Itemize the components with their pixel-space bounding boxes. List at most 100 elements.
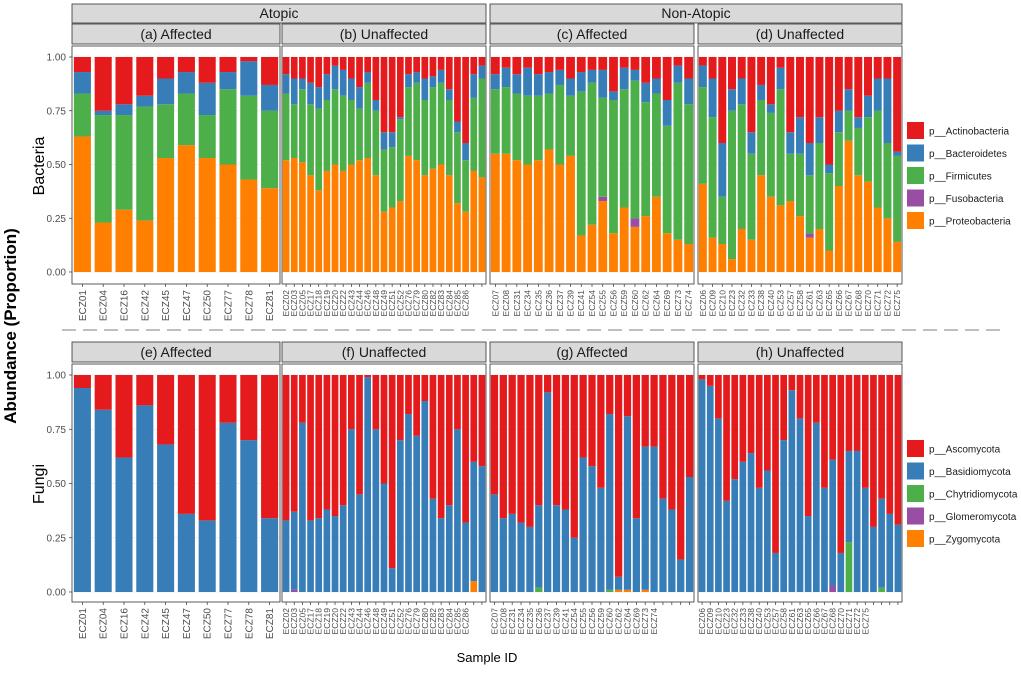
x-tick-label: ECZ55: [598, 290, 608, 317]
x-tick-label: ECZ71: [873, 290, 883, 317]
bar-segment-bacteroidetes: [873, 78, 882, 111]
bar-segment-firmicutes: [544, 93, 554, 150]
bar-segment-basidiomycota: [372, 429, 380, 592]
panel-border: [489, 45, 695, 285]
legend-fungi: p__Ascomycota p__Basidiomycota p__Chytridi…: [907, 440, 1018, 547]
bar-segment-proteobacteria: [356, 160, 363, 272]
bar-segment-firmicutes: [587, 82, 597, 225]
facet-strip: [281, 23, 487, 45]
bar-segment-proteobacteria: [413, 160, 420, 272]
x-tick-label: ECZ84: [444, 608, 454, 635]
x-tick-label: ECZ76: [403, 608, 413, 635]
bar-segment-bacteroidetes: [566, 78, 575, 96]
bar-segment-glomeromycota: [829, 585, 836, 592]
bar-segment-bacteroidetes: [776, 67, 785, 90]
y-tick-label: 0.25: [47, 533, 67, 544]
bar-segment-ascomycota: [853, 375, 861, 451]
bar-segment-basidiomycota: [454, 429, 461, 592]
x-tick-label: ECZ04: [99, 290, 110, 322]
bar-segment-ascomycota: [115, 375, 133, 458]
bar-segment-ascomycota: [429, 375, 437, 499]
x-tick-label: ECZ32: [737, 290, 747, 317]
bar-segment-firmicutes: [421, 100, 429, 176]
bar-segment-chytridiomycota: [535, 587, 543, 592]
bar-segment-ascomycota: [177, 375, 195, 514]
bar-segment-actinobacteria: [115, 57, 133, 105]
bar-segment-bacteroidetes: [805, 143, 814, 176]
bar-segment-actinobacteria: [641, 57, 651, 83]
bar-segment-basidiomycota: [886, 513, 894, 592]
bar-segment-basidiomycota: [837, 552, 845, 592]
bar-segment-firmicutes: [299, 89, 306, 163]
bar-segment-firmicutes: [157, 104, 175, 159]
x-tick-label: ECZ83: [436, 608, 446, 635]
x-tick-label: ECZ53: [762, 608, 772, 635]
bar-segment-basidiomycota: [764, 470, 771, 592]
bar-segment-bacteroidetes: [339, 69, 347, 96]
y-tick-label: 1.00: [47, 371, 67, 382]
bar-segment-ascomycota: [731, 375, 739, 480]
bar-segment-firmicutes: [873, 110, 882, 208]
x-tick-label: ECZ32: [730, 608, 740, 635]
bar-segment-bacteroidetes: [429, 76, 437, 88]
bar-segment-bacteroidetes: [380, 132, 388, 150]
legend-label: p__Firmicutes: [929, 172, 992, 183]
x-tick-label: ECZ16: [120, 290, 131, 322]
x-tick-label: ECZ01: [78, 608, 89, 640]
bar-segment-basidiomycota: [706, 385, 714, 592]
y-tick-label: 0.00: [47, 268, 67, 279]
bar-segment-bacteroidetes: [587, 69, 597, 83]
bar-segment-ascomycota: [623, 375, 632, 417]
bar-segment-proteobacteria: [331, 164, 339, 272]
bar-segment-actinobacteria: [566, 57, 575, 79]
bar-segment-bacteroidetes: [157, 78, 175, 105]
panel-bacteria-1: (b) UnaffectedECZ02ECZ03ECZ05ECZ17ECZ18E…: [281, 23, 487, 317]
bar-segment-actinobacteria: [708, 57, 717, 79]
bar-segment-basidiomycota: [544, 392, 552, 592]
bar-segment-proteobacteria: [673, 239, 683, 272]
bar-segment-actinobacteria: [864, 57, 872, 96]
x-tick-label: ECZ62: [614, 608, 624, 635]
bar-segment-actinobacteria: [356, 57, 363, 88]
x-tick-label: ECZ23: [727, 290, 737, 317]
x-tick-label: ECZ38: [756, 290, 766, 317]
x-tick-label: ECZ77: [224, 290, 235, 322]
bar-segment-ascomycota: [698, 375, 706, 380]
bar-segment-basidiomycota: [478, 466, 486, 592]
bar-segment-bacteroidetes: [73, 72, 91, 94]
bar-segment-bacteroidetes: [652, 78, 661, 94]
bar-segment-ascomycota: [517, 375, 525, 523]
bar-segment-bacteroidetes: [437, 69, 445, 83]
group-strip-non-atopic: [489, 3, 903, 24]
x-tick-label: ECZ46: [363, 290, 373, 317]
bar-segment-bacteroidetes: [462, 143, 469, 161]
legend-swatch: [907, 507, 924, 525]
bar-segment-firmicutes: [698, 87, 707, 184]
x-tick-label: ECZ07: [489, 608, 499, 635]
bar-segment-proteobacteria: [544, 149, 554, 272]
bar-segment-bacteroidetes: [825, 164, 834, 174]
bar-segment-actinobacteria: [462, 57, 469, 143]
x-tick-label: ECZ67: [844, 290, 854, 317]
x-tick-label: ECZ58: [779, 608, 789, 635]
bar-segment-firmicutes: [776, 89, 785, 206]
bar-segment-basidiomycota: [861, 487, 869, 592]
bar-segment-actinobacteria: [299, 57, 306, 79]
bar-segment-ascomycota: [780, 375, 788, 441]
bar-segment-ascomycota: [796, 375, 804, 419]
bar-segment-actinobacteria: [512, 57, 522, 75]
bar-segment-basidiomycota: [115, 457, 133, 592]
bar-segment-bacteroidetes: [445, 89, 453, 100]
bar-segment-proteobacteria: [299, 162, 306, 272]
x-axis-title: Sample ID: [457, 650, 518, 665]
bar-segment-basidiomycota: [588, 466, 596, 592]
legend-swatch: [907, 530, 924, 547]
bar-segment-ascomycota: [508, 375, 516, 514]
bar-segment-bacteroidetes: [544, 72, 554, 94]
bar-segment-bacteroidetes: [372, 100, 380, 111]
x-tick-label: ECZ50: [203, 290, 214, 322]
bar-segment-firmicutes: [396, 119, 404, 202]
bar-segment-basidiomycota: [437, 518, 445, 592]
bar-segment-bacteroidetes: [728, 89, 736, 111]
